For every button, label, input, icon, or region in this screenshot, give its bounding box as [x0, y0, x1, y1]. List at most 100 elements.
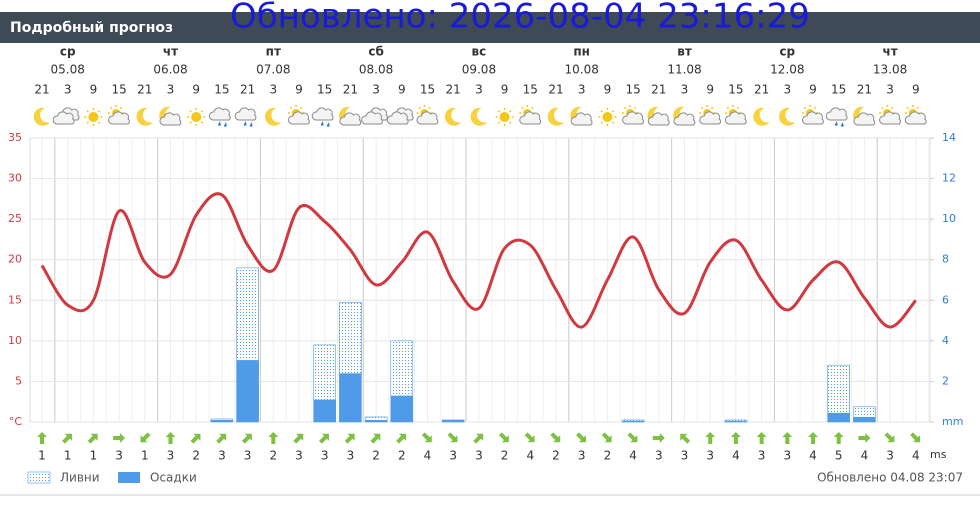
hour-label: 15 [625, 83, 640, 97]
sun-ray [813, 106, 817, 110]
wind-speed: 4 [526, 449, 534, 463]
wind-speed: 3 [167, 449, 175, 463]
arrow-shape [216, 433, 227, 444]
precip-bar [365, 419, 388, 422]
wind-speed: 4 [732, 449, 740, 463]
precip-bar [210, 419, 233, 422]
wind-speed: 2 [604, 449, 612, 463]
weather-icon [339, 106, 362, 126]
day-name: вт [677, 45, 692, 59]
cloud [234, 107, 257, 121]
y2-tick-label: 14 [942, 131, 956, 144]
sun-ray [109, 106, 113, 110]
sun-ray [497, 110, 501, 113]
wind-speed: 2 [192, 449, 200, 463]
y-tick-label: 5 [15, 374, 22, 387]
wind-speed: 3 [347, 449, 355, 463]
cloud [52, 111, 75, 125]
temperature-line [40, 192, 917, 329]
hour-label: 9 [501, 83, 509, 97]
hour-label: 3 [578, 83, 586, 97]
arrow-shape [652, 433, 665, 443]
cloud [519, 111, 542, 125]
sun-ray [916, 106, 919, 110]
header-bar [0, 12, 980, 43]
weather-icon [444, 107, 462, 126]
cloud [673, 112, 696, 126]
y2-tick-label: 6 [942, 293, 949, 306]
moon [470, 107, 487, 126]
y2-tick-label: 8 [942, 253, 949, 266]
sun-ray [189, 110, 192, 113]
day-name: чт [882, 45, 897, 59]
sun-ray [509, 121, 512, 124]
wind-arrow [756, 432, 767, 444]
legend-swatch [27, 471, 51, 484]
wind-arrow [319, 433, 329, 444]
wind-arrow [652, 433, 665, 443]
wind-speed: 2 [372, 449, 380, 463]
sun-ray [600, 110, 603, 113]
wind-speed: 1 [38, 449, 46, 463]
arrow-shape [165, 432, 176, 444]
arrow-shape [884, 432, 895, 443]
cloud [416, 111, 439, 125]
hour-label: 9 [90, 83, 98, 97]
cloud [724, 111, 747, 125]
wind-arrow [498, 432, 509, 443]
sun-ray [428, 106, 431, 110]
sun-ray [97, 121, 101, 124]
moon [33, 107, 50, 126]
day-name: пн [573, 45, 590, 59]
arrow-shape [421, 432, 432, 443]
moon [753, 107, 770, 126]
footer: Обновлено 04.08 23:07 [817, 471, 963, 485]
arrow-shape [910, 432, 921, 443]
plot-frame [29, 137, 931, 423]
wind-arrow [241, 433, 252, 444]
wind-arrow [858, 433, 871, 443]
moon [779, 107, 796, 126]
cloud [288, 111, 310, 125]
hour-label: 9 [192, 83, 200, 97]
day-name: ср [60, 45, 76, 59]
wind-arrow [884, 432, 895, 443]
sun-ray [531, 106, 534, 110]
hour-label: 9 [809, 83, 817, 97]
sun-ray [890, 106, 894, 110]
wind-speed: 5 [835, 449, 843, 463]
hour-label: 3 [372, 83, 380, 97]
sun-ray [906, 106, 910, 110]
arrow-shape [756, 432, 767, 444]
sun-ray [200, 121, 204, 124]
wind-speed: 1 [64, 449, 72, 463]
cloud [802, 111, 824, 125]
weather-icon [470, 107, 487, 126]
precip-bar [442, 419, 465, 422]
day-name: вс [472, 45, 487, 59]
wind-speed: 3 [706, 449, 714, 463]
cloud [622, 111, 644, 125]
hour-label: 21 [857, 83, 872, 97]
weather-icon [699, 105, 721, 125]
day-name: пт [266, 45, 281, 59]
wind-speed: 4 [809, 449, 817, 463]
weather-icon [622, 105, 644, 125]
weather-icon [288, 105, 310, 125]
hour-label: 15 [420, 83, 435, 97]
sun-ray [600, 121, 603, 124]
wind-speed: 2 [501, 449, 509, 463]
precip-bar [622, 420, 645, 422]
weather-icon [208, 107, 231, 127]
y-tick-label: 25 [8, 212, 22, 225]
wind-arrow [833, 432, 844, 444]
wind-arrow [370, 433, 381, 444]
y2-tick-label: 10 [942, 212, 956, 225]
sun-ray [701, 106, 704, 110]
hour-label: 21 [651, 83, 666, 97]
weather-icon [416, 105, 439, 125]
day-date: 12.08 [770, 63, 804, 77]
weather-icon [647, 106, 670, 126]
arrow-shape [241, 433, 252, 444]
